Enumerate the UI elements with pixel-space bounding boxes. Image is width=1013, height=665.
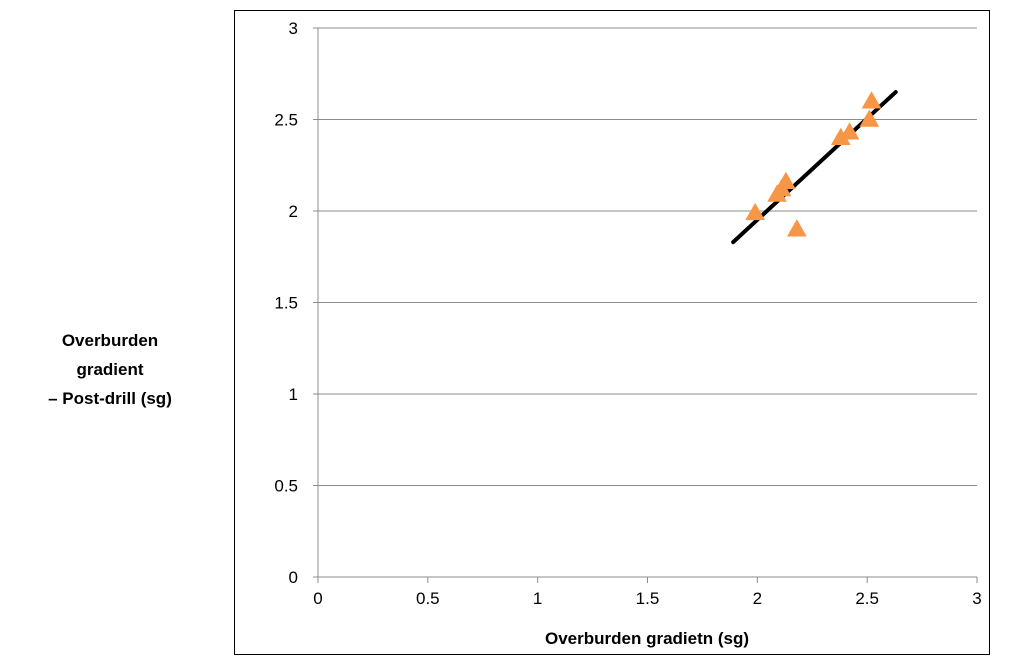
y-tick-label: 2	[289, 202, 298, 221]
y-axis-title-line-1: Overburden	[61, 331, 159, 350]
y-axis-title: Overburden gradient – Post-drill (sg)	[20, 326, 200, 414]
y-tick-label: 2.5	[274, 111, 298, 130]
axis-layer	[313, 27, 978, 583]
data-point-triangle	[787, 219, 807, 237]
x-tick-label: 2	[753, 589, 762, 608]
x-tick-label: 2.5	[855, 589, 879, 608]
x-tick-label: 1.5	[636, 589, 660, 608]
y-axis-title-line-3: – Post-drill (sg)	[48, 389, 172, 409]
data-point-triangle	[839, 122, 860, 140]
y-tick-label: 0.5	[274, 477, 298, 496]
chart-frame	[234, 10, 990, 655]
y-tick-label: 3	[289, 19, 298, 38]
grid-layer	[318, 27, 977, 486]
y-axis-title-line-2: gradient	[76, 360, 144, 380]
data-point-layer	[745, 91, 882, 237]
data-point-triangle	[745, 202, 765, 221]
data-point-triangle	[861, 91, 882, 109]
data-point-triangle	[776, 171, 796, 189]
x-tick-label: 0.5	[416, 589, 440, 608]
x-tick-label: 0	[313, 589, 322, 608]
y-tick-label: 1	[289, 385, 298, 404]
data-point-triangle	[859, 109, 880, 127]
y-tick-label: 1.5	[274, 294, 298, 313]
x-axis-title: Overburden gradietn (sg)	[545, 629, 749, 648]
y-tick-label: 0	[289, 568, 298, 587]
tick-label-layer: 0 0.5 1 1.5 2 2.5 3 0 0.5 1 1.5 2 2.5 3	[274, 19, 981, 608]
x-tick-label: 3	[972, 589, 981, 608]
x-tick-label: 1	[533, 589, 542, 608]
